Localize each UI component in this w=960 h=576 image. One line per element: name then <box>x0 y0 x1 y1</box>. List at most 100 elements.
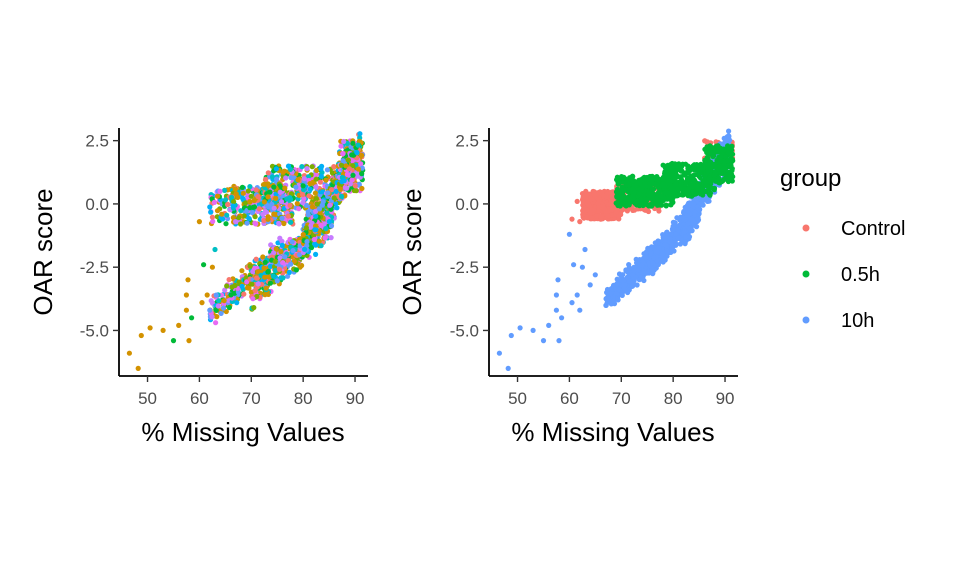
right-point-0-5h <box>689 184 696 190</box>
left-x-tick-label: 60 <box>190 389 209 408</box>
right-point-10h <box>631 268 637 274</box>
right-point-10h <box>610 298 616 304</box>
right-point-10h <box>621 285 627 291</box>
right-panel: 50 60 70 80 90 -5.0 -2.5 0.0 2.5 % Missing Valu… <box>397 128 738 447</box>
right-point-10h <box>614 276 620 282</box>
right-point-10h <box>546 322 552 328</box>
left-data-point <box>255 281 261 287</box>
legend-key-control <box>802 224 810 232</box>
right-point-0-5h <box>729 147 735 153</box>
right-point-0-5h <box>617 203 623 209</box>
right-point-0-5h <box>626 182 632 188</box>
left-data-point <box>289 239 295 245</box>
left-data-point <box>147 325 153 331</box>
left-data-point <box>176 322 182 328</box>
left-data-point <box>344 171 350 178</box>
left-data-point <box>286 269 292 275</box>
left-data-point <box>267 280 273 286</box>
right-point-10h <box>643 255 649 261</box>
left-data-point <box>265 194 271 200</box>
right-x-ticks: 50 60 70 80 90 <box>508 376 734 408</box>
left-data-point <box>329 170 335 176</box>
left-data-point <box>277 235 283 241</box>
right-point-10h <box>674 215 680 221</box>
left-data-point <box>222 287 228 293</box>
left-data-point <box>276 266 283 272</box>
right-point-10h <box>553 307 560 313</box>
left-data-point <box>294 200 300 207</box>
left-data-point <box>213 320 219 326</box>
right-point-0-5h <box>655 201 661 208</box>
left-data-point <box>251 265 257 271</box>
left-data-point <box>308 245 315 251</box>
right-point-0-5h <box>685 176 692 182</box>
left-data-point <box>327 202 333 208</box>
right-point-10h <box>620 272 626 278</box>
left-data-point <box>318 222 324 228</box>
left-data-point <box>196 219 202 225</box>
right-point-control <box>605 213 612 219</box>
left-data-point <box>319 202 325 208</box>
left-data-point <box>272 268 278 274</box>
left-data-point <box>270 273 276 279</box>
left-data-point <box>271 184 277 190</box>
left-data-point <box>300 192 306 198</box>
right-point-10h <box>662 242 669 248</box>
left-data-point <box>232 186 238 192</box>
right-point-0-5h <box>646 203 652 209</box>
left-data-point <box>237 221 244 227</box>
right-point-0-5h <box>717 163 723 169</box>
left-data-point <box>255 269 261 275</box>
right-point-10h <box>694 216 701 222</box>
right-point-10h <box>574 292 580 298</box>
left-data-point <box>300 232 306 238</box>
left-x-tick-label: 90 <box>346 389 365 408</box>
right-point-control <box>595 200 601 206</box>
right-point-10h <box>667 239 673 245</box>
right-point-control <box>574 198 580 204</box>
right-point-0-5h <box>727 163 733 169</box>
left-data-point <box>288 261 294 267</box>
left-data-point <box>270 174 276 180</box>
right-point-10h <box>691 209 698 215</box>
left-data-point <box>313 242 319 248</box>
left-data-point <box>306 193 312 199</box>
left-data-point <box>208 209 214 215</box>
right-point-10h <box>655 249 661 255</box>
legend-label-10h: 10h <box>841 310 874 332</box>
left-data-point <box>285 273 291 279</box>
left-data-point <box>301 196 307 202</box>
right-point-0-5h <box>620 179 627 185</box>
left-data-point <box>280 275 286 281</box>
left-data-point <box>313 213 319 219</box>
left-data-point <box>323 226 329 232</box>
left-data-point <box>281 168 287 174</box>
left-data-point <box>279 215 285 221</box>
left-data-point <box>318 173 324 179</box>
left-data-point <box>287 202 293 208</box>
left-data-point <box>231 199 237 205</box>
left-data-point <box>266 183 272 189</box>
right-point-control <box>582 192 588 198</box>
left-data-point <box>261 181 267 187</box>
left-data-point <box>312 227 318 233</box>
right-point-10h <box>660 251 666 257</box>
right-point-0-5h <box>712 170 719 176</box>
right-point-0-5h <box>675 192 681 198</box>
right-point-10h <box>641 268 647 274</box>
left-data-point <box>341 178 347 184</box>
left-data-point <box>318 243 324 249</box>
left-data-point <box>221 298 227 304</box>
left-data-point <box>243 275 249 281</box>
left-data-point <box>244 279 250 285</box>
left-data-point <box>210 218 216 224</box>
right-point-10h <box>630 280 636 286</box>
left-data-point <box>350 172 356 178</box>
left-data-point <box>226 304 232 311</box>
right-point-10h <box>660 232 666 238</box>
right-point-0-5h <box>619 184 625 190</box>
right-point-0-5h <box>627 196 633 202</box>
left-data-point <box>251 204 258 210</box>
left-data-point <box>214 208 221 214</box>
